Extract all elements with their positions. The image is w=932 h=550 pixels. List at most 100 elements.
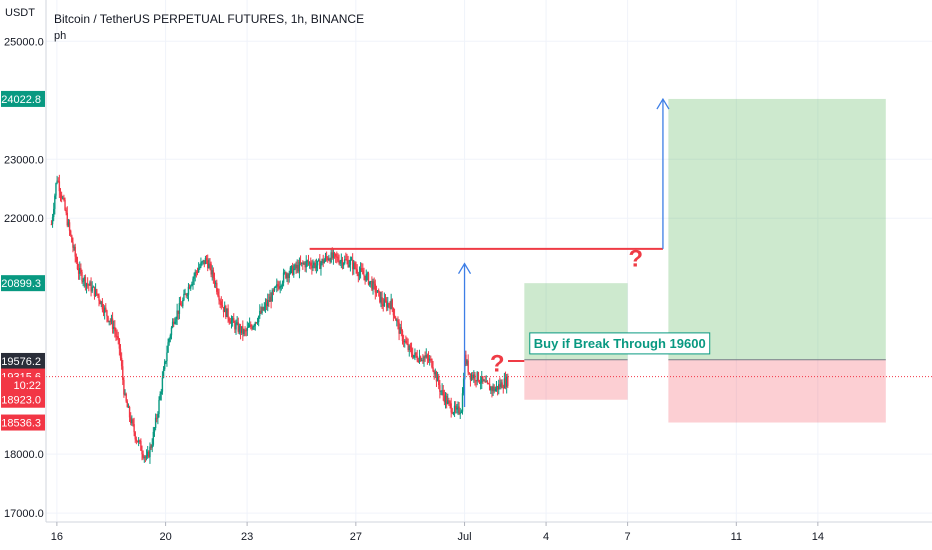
candle-body bbox=[267, 299, 269, 307]
candle-body bbox=[254, 322, 256, 326]
candle-body bbox=[433, 371, 435, 375]
candle-body bbox=[376, 290, 379, 293]
candle-body bbox=[60, 194, 63, 199]
candle-body bbox=[185, 293, 187, 296]
candle-body bbox=[314, 263, 316, 269]
candle-body bbox=[56, 180, 58, 184]
candle-body bbox=[59, 191, 62, 195]
candle-body bbox=[358, 272, 361, 277]
candle-body bbox=[385, 301, 388, 308]
candle-body bbox=[388, 303, 390, 306]
candle-body bbox=[402, 340, 405, 343]
candle-body bbox=[287, 274, 289, 278]
candle-body bbox=[205, 258, 208, 261]
candle-body bbox=[492, 386, 494, 391]
candle-body bbox=[507, 376, 509, 386]
position-boxes[interactable] bbox=[524, 98, 886, 423]
candle-body bbox=[93, 286, 96, 296]
candle-body bbox=[101, 301, 104, 310]
candle-body bbox=[484, 380, 486, 383]
candle-body bbox=[424, 356, 426, 358]
candle-body bbox=[212, 270, 215, 279]
candle-body bbox=[397, 320, 399, 323]
candle-body bbox=[422, 360, 424, 362]
grid bbox=[46, 0, 932, 522]
candle-body bbox=[430, 358, 432, 360]
candle-body bbox=[370, 281, 372, 283]
candle-body bbox=[134, 432, 136, 440]
candle-body bbox=[194, 271, 196, 277]
candle-body bbox=[211, 270, 213, 275]
position-stop-zone[interactable] bbox=[524, 359, 628, 400]
candle-body bbox=[214, 282, 217, 284]
candle-body bbox=[473, 374, 475, 379]
candle-body bbox=[315, 265, 318, 269]
candle-body bbox=[125, 393, 127, 402]
position-target-zone[interactable] bbox=[668, 98, 886, 360]
candle-body bbox=[203, 260, 206, 265]
candle-body bbox=[295, 264, 297, 269]
candle-body bbox=[286, 274, 288, 278]
candle-body bbox=[180, 305, 183, 307]
price-tag bbox=[1, 391, 45, 408]
candle-body bbox=[225, 306, 227, 317]
candle-body bbox=[298, 261, 301, 272]
candle-body bbox=[111, 318, 114, 329]
price-axis-labels: 25000.0 23000.0 22000.0 18000.0 17000.0 bbox=[4, 36, 44, 520]
candle-body bbox=[92, 286, 95, 288]
candle-body bbox=[327, 257, 329, 261]
candle-body bbox=[434, 372, 437, 375]
candle-body bbox=[150, 446, 152, 448]
candle-body bbox=[247, 326, 250, 328]
price-axis-unit: USDT bbox=[5, 7, 35, 19]
candle-body bbox=[146, 451, 149, 456]
candle-body bbox=[468, 372, 470, 374]
arrows[interactable] bbox=[457, 97, 670, 407]
candle-body bbox=[470, 374, 473, 380]
candle-body bbox=[302, 262, 304, 264]
candle-body bbox=[90, 282, 92, 292]
candle-body bbox=[265, 303, 268, 307]
price-axis-panel[interactable] bbox=[0, 0, 46, 522]
candle-body bbox=[394, 317, 397, 321]
candle-body bbox=[132, 419, 134, 425]
candle-body bbox=[496, 386, 499, 390]
candle-body bbox=[408, 345, 410, 350]
candle-body bbox=[260, 310, 262, 314]
candle-body bbox=[83, 276, 85, 281]
price-axis-label: 22000.0 bbox=[4, 213, 44, 225]
annotation-box[interactable]: Buy if Break Through 19600 bbox=[529, 332, 711, 355]
candle-body bbox=[438, 376, 440, 386]
candle-body bbox=[373, 281, 375, 284]
price-tags: 24022.820899.319580.319576.219315.610:22… bbox=[1, 90, 45, 431]
candle-body bbox=[494, 388, 497, 392]
position-stop-zone[interactable] bbox=[668, 359, 886, 423]
candle-body bbox=[486, 381, 489, 384]
candle-body bbox=[304, 263, 306, 268]
horizontal-lines[interactable] bbox=[309, 247, 663, 362]
candle-body bbox=[406, 342, 408, 345]
candle-body bbox=[160, 391, 162, 395]
candle-body bbox=[307, 260, 310, 263]
price-tag-label: 20899.3 bbox=[1, 278, 41, 290]
question-mark-icon: ? bbox=[628, 246, 643, 273]
candle-body bbox=[449, 401, 451, 404]
candle-body bbox=[250, 324, 252, 327]
candle-body bbox=[114, 326, 116, 332]
candle-body bbox=[66, 212, 68, 226]
candle-body bbox=[144, 456, 147, 458]
candle-body bbox=[383, 299, 386, 307]
candle-body bbox=[227, 308, 229, 319]
candle-body bbox=[490, 387, 492, 391]
candle-body bbox=[221, 305, 224, 308]
candle-body bbox=[94, 289, 97, 296]
candle-body bbox=[481, 376, 483, 383]
candle-body bbox=[365, 274, 367, 281]
candle-body bbox=[389, 305, 391, 309]
candle-body bbox=[458, 406, 460, 414]
candle-body bbox=[371, 281, 373, 290]
time-axis-panel[interactable] bbox=[0, 522, 932, 550]
time-axis-label: 27 bbox=[350, 531, 362, 543]
candle-body bbox=[169, 335, 172, 339]
